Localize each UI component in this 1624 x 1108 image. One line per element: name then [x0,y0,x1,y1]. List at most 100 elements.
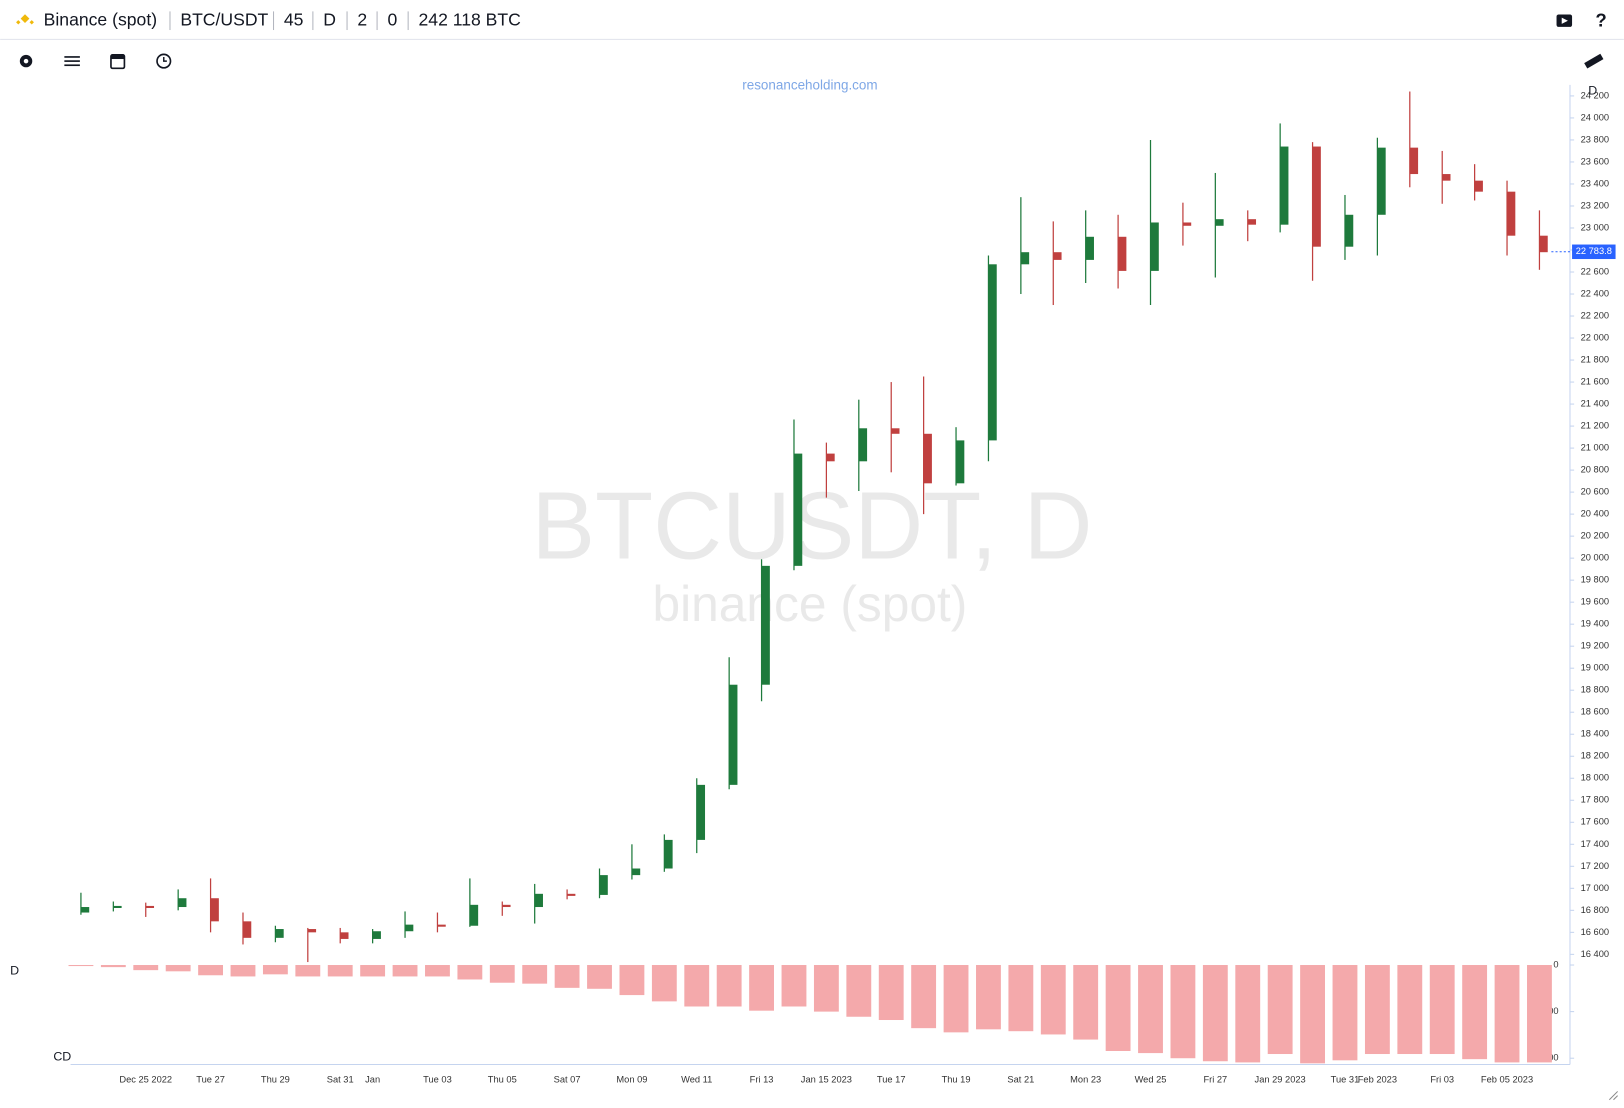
delta-bar [489,965,515,983]
delta-bar [295,965,321,977]
y-tick-label: 22 200 [1581,310,1609,320]
x-tick-label: Tue 03 [423,1074,452,1084]
candle-body [469,904,479,926]
y-tick-label: 22 400 [1581,288,1609,298]
x-tick-label: Thu 05 [488,1074,517,1084]
volume[interactable]: 242 118 BTC [419,9,522,29]
delta-bar [684,965,710,1007]
delta-bar [1008,965,1034,1032]
delta-bar [392,965,418,977]
x-tick-label: Mon 23 [1070,1074,1101,1084]
delta-tick-label: 0 [1553,959,1558,969]
video-button[interactable] [1556,14,1573,27]
calendar-button[interactable] [110,54,126,70]
candle-body [145,905,155,909]
pane-label: D [1588,83,1597,97]
delta-bar [165,965,191,972]
candle-body [1085,236,1094,260]
last-price-tag [1572,244,1616,260]
y-tick-label: 23 200 [1581,200,1609,210]
delta-bar [813,965,839,1012]
clock-button[interactable] [156,53,172,69]
candle-body [405,924,414,932]
candle-body [1409,147,1419,175]
delta-bar [1527,965,1552,1063]
param[interactable]: 2 [357,9,367,29]
delta-bar [230,965,256,977]
candle-body [178,898,187,908]
adjust-button[interactable] [64,56,80,67]
settings-button[interactable] [19,54,33,68]
y-tick-label: 18 200 [1581,751,1609,761]
candle-body [956,440,965,484]
delta-bar [1073,965,1099,1040]
delta-bar [360,965,386,977]
y-tick-label: 23 800 [1581,134,1609,144]
candle-body [340,932,349,939]
x-tick-label: Jan 29 2023 [1255,1074,1306,1084]
y-tick-label: 17 600 [1581,817,1609,827]
candle-body [696,784,706,840]
x-tick-label: Tue 17 [877,1074,906,1084]
delta-bar [781,965,807,1007]
exchange[interactable]: Binance (spot) [44,9,157,29]
x-tick-label: Feb 05 2023 [1481,1074,1533,1084]
y-tick-label: 19 600 [1581,597,1609,607]
param[interactable]: 0 [387,9,397,29]
candle-body [1442,174,1451,181]
delta-bar [878,965,904,1021]
y-tick-label: 16 400 [1581,949,1609,959]
y-tick-label: 21 400 [1581,399,1609,409]
interval[interactable]: D [323,9,336,29]
candle-body [437,924,446,927]
delta-bar [1235,965,1261,1063]
candle-body [631,868,641,876]
x-tick-label: Wed 25 [1135,1074,1167,1084]
y-tick-label: 20 000 [1581,553,1609,563]
candle-body [1182,222,1192,226]
candle-body [1053,252,1062,260]
y-tick-label: 16 600 [1581,927,1609,937]
delta-bar [1494,965,1520,1063]
candle-body [1312,146,1321,247]
candle-body [242,921,252,938]
y-tick-label: 23 400 [1581,178,1609,188]
delta-bar [943,965,969,1033]
pane-label: D [10,964,19,978]
candle-body [761,565,770,685]
delta-bar [68,965,94,967]
delta-label: CD [53,1050,71,1064]
delta-bar [619,965,645,996]
candle-body [80,907,90,913]
candle-body [534,893,543,908]
y-tick-label: 21 600 [1581,377,1609,387]
y-tick-label: 19 000 [1581,663,1609,673]
x-tick-label: Tue 31 [1331,1074,1360,1084]
candle-body [1215,219,1224,226]
y-tick-label: 17 000 [1581,883,1609,893]
candle-body [1344,214,1354,247]
ruler-button[interactable] [1584,53,1604,69]
delta-bar [1397,965,1423,1055]
delta-bar [100,965,126,968]
candle-body [793,453,803,566]
y-tick-label: 19 800 [1581,575,1609,585]
x-tick-label: Sat 31 [327,1074,354,1084]
symbol[interactable]: BTC/USDT [180,9,268,29]
delta-bar [976,965,1001,1030]
candle-body [275,929,284,938]
candle-body [372,931,381,939]
candle-body [729,684,738,785]
x-tick-label: Sat 07 [554,1074,581,1084]
y-tick-label: 18 400 [1581,729,1609,739]
candle-body [664,839,673,869]
resize-handle[interactable] [1608,1091,1618,1101]
rows[interactable]: 45 [284,9,304,29]
x-tick-label: Dec 25 2022 [119,1074,172,1084]
delta-bar [1364,965,1390,1055]
delta-bar [198,965,223,976]
x-tick-label: Mon 09 [616,1074,647,1084]
help-button[interactable]: ? [1595,10,1606,31]
candle-body [307,929,317,933]
